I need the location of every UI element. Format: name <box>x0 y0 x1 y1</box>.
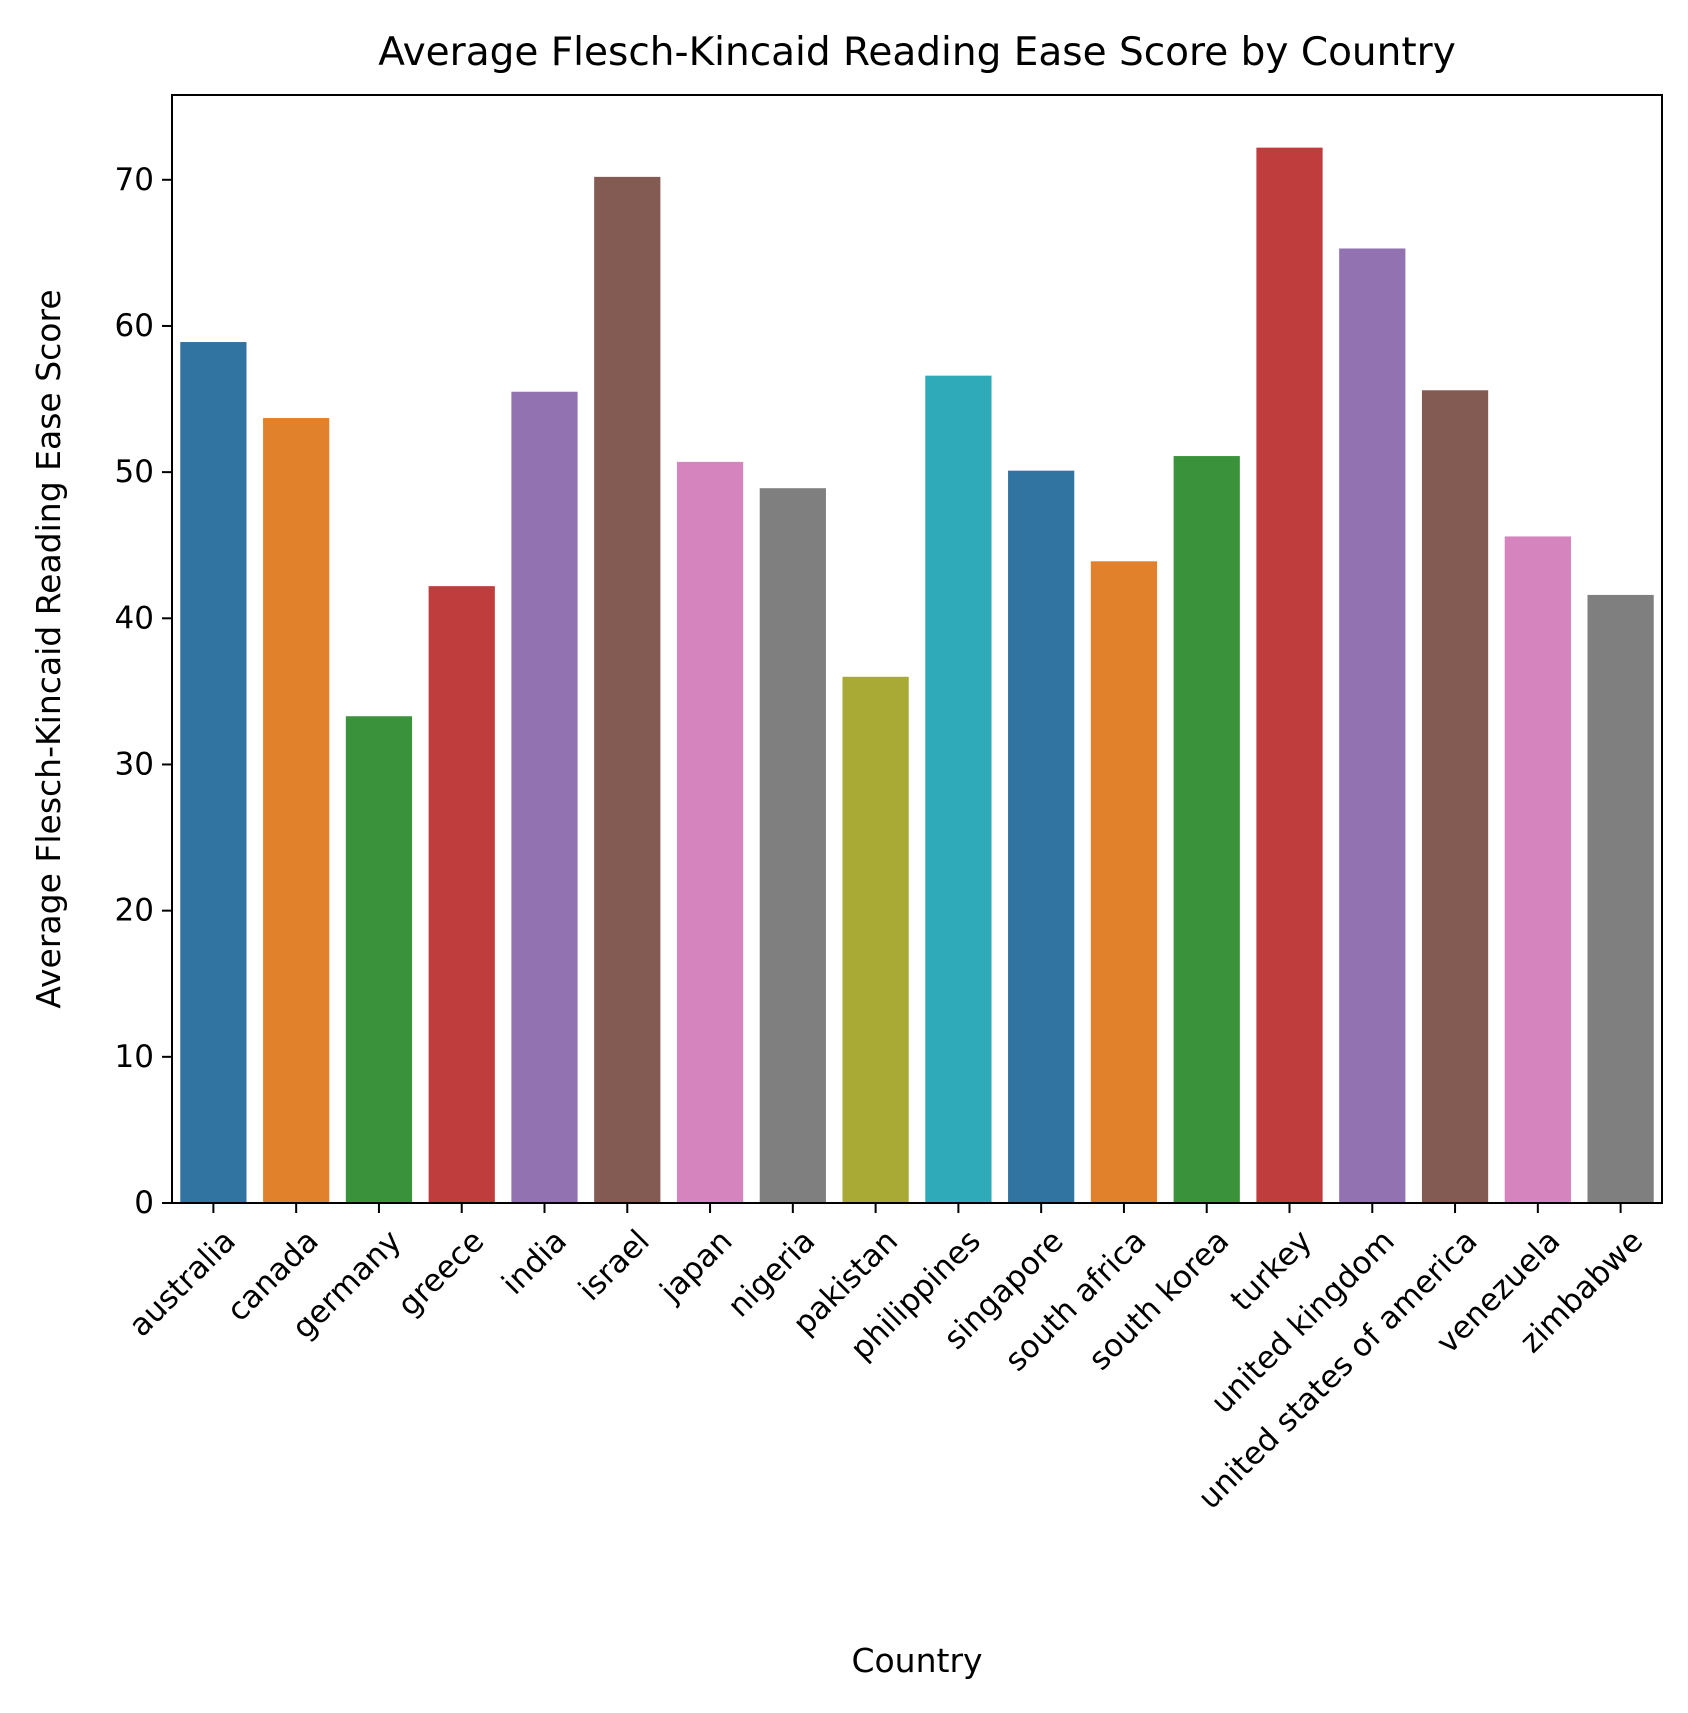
y-tick-label: 60 <box>115 308 154 344</box>
bar-canada <box>263 418 330 1203</box>
bar-japan <box>676 461 744 1203</box>
bar-greece <box>428 586 495 1203</box>
bar-australia <box>180 342 247 1203</box>
bar-israel <box>594 176 661 1203</box>
bar-philippines <box>925 375 992 1203</box>
y-tick-label: 0 <box>134 1185 154 1221</box>
bars-layer <box>180 147 1654 1204</box>
y-tick-label: 20 <box>115 893 154 929</box>
bar-nigeria <box>759 488 826 1203</box>
bar-singapore <box>1008 470 1075 1203</box>
y-tick-label: 40 <box>115 600 154 636</box>
plot-frame <box>171 94 1663 1204</box>
bar-turkey <box>1256 147 1323 1204</box>
y-axis: 0 10 20 30 40 50 60 70 <box>115 162 172 1221</box>
chart-title: Average Flesch-Kincaid Reading Ease Scor… <box>378 30 1456 75</box>
y-tick-label: 70 <box>115 162 154 198</box>
y-tick-label: 30 <box>115 746 154 782</box>
y-tick-label: 10 <box>115 1039 154 1075</box>
y-tick-label: 50 <box>115 454 154 490</box>
bar-south-africa <box>1090 561 1158 1203</box>
bar-pakistan <box>842 676 909 1203</box>
bar-india <box>511 391 578 1203</box>
bar-united-kingdom <box>1339 248 1406 1203</box>
bar-germany <box>345 716 413 1203</box>
bar-zimbabwe <box>1587 594 1654 1203</box>
bar-united-states-of-america <box>1421 390 1489 1204</box>
x-axis-title: Country <box>851 1641 982 1680</box>
bar-south-korea <box>1173 456 1240 1203</box>
bar-venezuela <box>1504 536 1571 1203</box>
y-axis-title: Average Flesch-Kincaid Reading Ease Scor… <box>29 289 68 1008</box>
